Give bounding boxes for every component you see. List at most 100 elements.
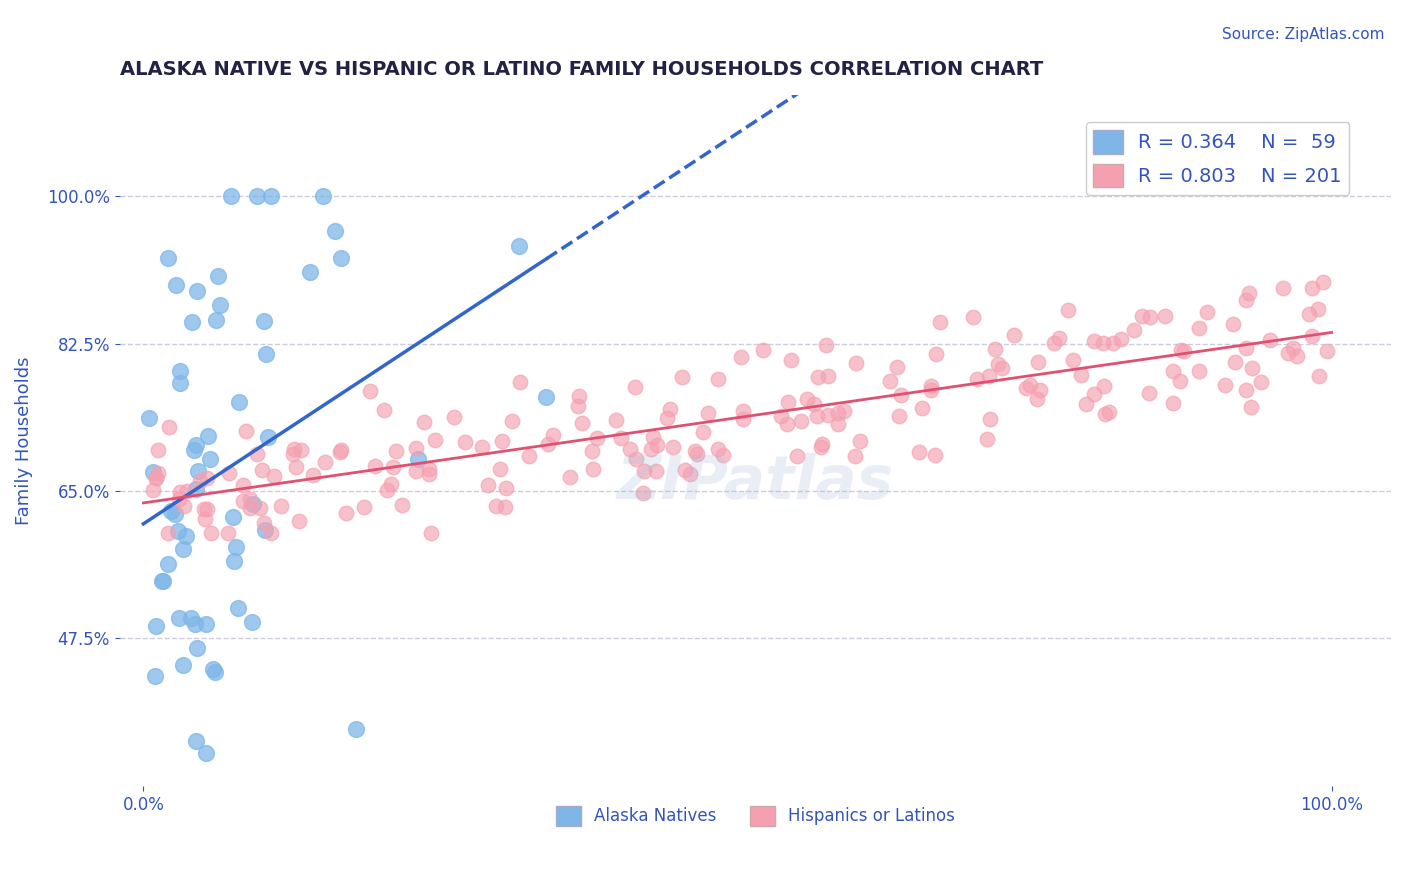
Point	[1092, 379, 1115, 393]
Point	[169, 376, 191, 391]
Point	[1282, 341, 1305, 355]
Point	[517, 449, 540, 463]
Point	[239, 501, 262, 516]
Point	[172, 657, 194, 672]
Point	[911, 401, 934, 415]
Point	[977, 369, 1000, 384]
Point	[817, 408, 839, 422]
Point	[567, 399, 589, 413]
Point	[167, 611, 190, 625]
Point	[235, 425, 257, 439]
Point	[508, 239, 530, 253]
Point	[180, 316, 202, 330]
Point	[495, 481, 517, 495]
Point	[330, 252, 353, 266]
Point	[1298, 307, 1320, 321]
Point	[1301, 281, 1323, 295]
Point	[202, 662, 225, 676]
Point	[471, 440, 494, 454]
Point	[890, 387, 912, 401]
Point	[254, 347, 277, 361]
Point	[184, 734, 207, 748]
Point	[384, 443, 406, 458]
Point	[494, 500, 516, 514]
Point	[697, 406, 720, 420]
Point	[186, 641, 208, 656]
Point	[733, 404, 755, 418]
Point	[979, 411, 1001, 425]
Point	[359, 384, 381, 398]
Point	[232, 494, 254, 508]
Point	[644, 465, 666, 479]
Point	[1173, 343, 1195, 358]
Point	[222, 510, 245, 524]
Point	[225, 540, 247, 554]
Point	[1286, 349, 1309, 363]
Point	[183, 443, 205, 458]
Point	[226, 601, 249, 615]
Point	[391, 498, 413, 512]
Point	[807, 369, 830, 384]
Point	[406, 451, 429, 466]
Point	[143, 669, 166, 683]
Point	[239, 491, 262, 506]
Point	[779, 353, 801, 368]
Point	[907, 445, 929, 459]
Point	[166, 524, 188, 538]
Point	[966, 372, 988, 386]
Point	[174, 529, 197, 543]
Point	[662, 440, 685, 454]
Point	[190, 474, 212, 488]
Text: ALASKA NATIVE VS HISPANIC OR LATINO FAMILY HOUSEHOLDS CORRELATION CHART: ALASKA NATIVE VS HISPANIC OR LATINO FAMI…	[120, 60, 1043, 78]
Point	[658, 401, 681, 416]
Point	[624, 452, 647, 467]
Point	[373, 403, 395, 417]
Point	[657, 410, 679, 425]
Y-axis label: Family Households: Family Households	[15, 357, 32, 524]
Text: ZIPatlas: ZIPatlas	[617, 452, 894, 511]
Point	[186, 483, 208, 497]
Point	[423, 433, 446, 447]
Point	[222, 554, 245, 568]
Point	[1161, 363, 1184, 377]
Point	[987, 357, 1010, 371]
Point	[173, 499, 195, 513]
Point	[776, 417, 799, 432]
Point	[152, 574, 174, 588]
Point	[640, 442, 662, 457]
Point	[380, 476, 402, 491]
Point	[1312, 275, 1334, 289]
Point	[217, 526, 239, 541]
Point	[1139, 310, 1161, 325]
Point	[253, 516, 276, 530]
Point	[796, 392, 818, 406]
Point	[1168, 375, 1191, 389]
Point	[263, 469, 285, 483]
Point	[711, 449, 734, 463]
Point	[157, 526, 180, 541]
Point	[581, 443, 603, 458]
Point	[1043, 336, 1066, 351]
Point	[845, 356, 868, 370]
Point	[568, 389, 591, 403]
Point	[405, 464, 427, 478]
Point	[187, 464, 209, 478]
Point	[1170, 343, 1192, 357]
Point	[1271, 281, 1294, 295]
Point	[673, 463, 696, 477]
Point	[377, 483, 399, 497]
Point	[920, 379, 942, 393]
Point	[364, 458, 387, 473]
Point	[920, 383, 942, 397]
Point	[184, 438, 207, 452]
Point	[1057, 303, 1080, 318]
Point	[685, 443, 707, 458]
Point	[232, 477, 254, 491]
Point	[246, 447, 269, 461]
Point	[1101, 335, 1123, 350]
Point	[1240, 401, 1263, 415]
Point	[537, 437, 560, 451]
Point	[534, 390, 557, 404]
Point	[145, 471, 167, 485]
Point	[1062, 352, 1084, 367]
